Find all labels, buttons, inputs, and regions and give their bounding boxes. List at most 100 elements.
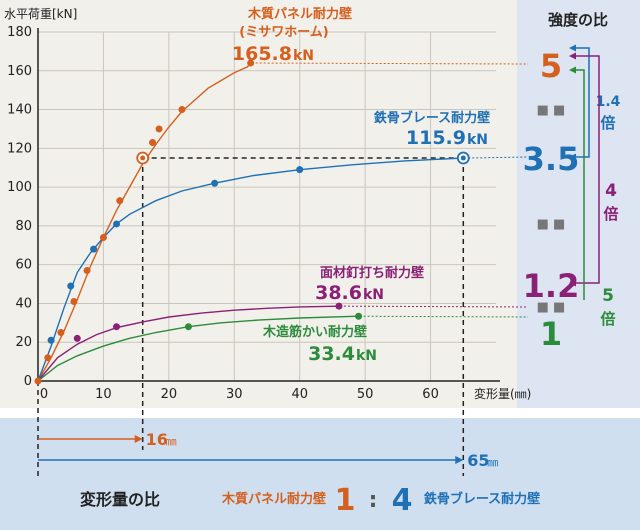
- bracket-ratio-2: 4: [605, 181, 617, 201]
- y-tick-label-100: 100: [7, 180, 32, 195]
- series-line-steel-brace: [37, 157, 464, 382]
- leader-wood-panel: [255, 62, 529, 65]
- y-tick-label-20: 20: [15, 335, 32, 350]
- series-unit-wood-panel: kN: [293, 48, 314, 64]
- leader-steel-brace: [468, 156, 529, 159]
- data-point-nailed-panel-0: [73, 334, 81, 342]
- series-label-wood-panel: 木質パネル耐力壁: [247, 6, 352, 22]
- series-value-wood-brace: 33.4: [308, 343, 355, 365]
- y-tick-label-180: 180: [7, 25, 32, 40]
- yield-marker-wood-panel-center: [140, 155, 146, 161]
- y-tick-label-0: 0: [24, 374, 32, 389]
- bracket-wood-brace: 5 倍: [569, 66, 616, 328]
- max-marker-steel-brace-center: [460, 155, 466, 161]
- origin-point: [34, 377, 42, 385]
- footer-left-label: 木質パネル耐力壁: [221, 491, 326, 507]
- deformation-indicators: [38, 435, 464, 464]
- ratio-value-steel-brace: 3.5: [523, 140, 580, 178]
- x-axis-label: 変形量(㎜): [474, 386, 531, 401]
- series-unit-nailed-panel: kN: [363, 287, 384, 303]
- data-point-wood-brace-1: [355, 312, 363, 320]
- guide-layer: [37, 62, 529, 476]
- series-line-nailed-panel: [37, 305, 340, 382]
- data-point-wood-panel-1: [57, 329, 65, 337]
- data-point-wood-panel-3: [83, 266, 91, 274]
- x-tick-label-50: 50: [357, 387, 374, 402]
- ratio-value-nailed-panel: 1.2: [523, 267, 580, 305]
- y-tick-label-160: 160: [7, 64, 32, 79]
- data-point-nailed-panel-2: [335, 302, 343, 310]
- ratio-panel-background: [517, 0, 640, 408]
- footer-right-value: 4: [392, 483, 413, 518]
- y-tick-label-40: 40: [15, 296, 32, 311]
- data-point-steel-brace-4: [211, 179, 219, 187]
- series-line-wood-brace: [37, 315, 359, 382]
- ratio-separator-dots-3: ■ ■: [537, 300, 566, 315]
- deformation-steel-unit: ㎜: [487, 456, 498, 469]
- data-point-wood-panel-7: [149, 139, 156, 147]
- series-label-nailed-panel: 面材釘打ち耐力壁: [320, 265, 424, 281]
- panel-separator: [0, 408, 640, 418]
- bracket-wood-steel: 1.4 倍: [569, 44, 621, 161]
- footer-ratio-separator: :: [369, 488, 378, 513]
- data-point-steel-brace-3: [113, 220, 121, 228]
- bracket-unit-1: 倍: [600, 114, 615, 132]
- bracket-unit-2: 倍: [603, 205, 618, 223]
- data-point-nailed-panel-1: [113, 323, 121, 331]
- data-point-wood-brace-0: [184, 323, 192, 331]
- ratio-separator-dots-2: ■ ■: [537, 217, 566, 232]
- x-tick-label-60: 60: [422, 387, 439, 402]
- leader-nailed-panel: [343, 305, 529, 308]
- data-point-wood-panel-8: [155, 125, 163, 133]
- deformation-wood-value: 16: [146, 430, 168, 449]
- series-sub-label-misawa: (ミサワホーム): [239, 25, 329, 40]
- series-label-wood-brace: 木造筋かい耐力壁: [262, 324, 367, 340]
- footer-right-label: 鉄骨ブレース耐力壁: [424, 491, 540, 507]
- y-tick-label-80: 80: [15, 219, 32, 234]
- data-point-wood-panel-10: [247, 59, 255, 67]
- x-tick-label-0: 0: [40, 387, 48, 402]
- data-point-steel-brace-1: [67, 282, 75, 290]
- deformation-steel-value: 65: [467, 451, 489, 470]
- y-tick-label-60: 60: [15, 258, 32, 273]
- series-unit-wood-brace: kN: [356, 348, 377, 364]
- ratio-value-wood-brace: 1: [540, 315, 562, 353]
- data-point-wood-panel-0: [44, 354, 52, 362]
- data-point-wood-panel-5: [116, 197, 124, 205]
- bottom-panel-background: [0, 418, 640, 530]
- data-point-steel-brace-0: [47, 336, 55, 344]
- footer-title: 変形量の比: [80, 490, 160, 509]
- series-label-steel-brace: 鉄骨ブレース耐力壁: [374, 110, 490, 126]
- data-point-wood-panel-2: [70, 298, 78, 306]
- x-tick-label-10: 10: [95, 387, 112, 402]
- grid-layer: [38, 31, 496, 382]
- deformation-wood-arrowhead: [134, 435, 143, 443]
- bracket-steel-nailed: 4 倍: [569, 52, 619, 287]
- x-tick-label-20: 20: [161, 387, 178, 402]
- leader-wood-brace: [363, 315, 529, 318]
- bracket-ratio-1: 1.4: [596, 94, 621, 110]
- ratio-panel-title: 強度の比: [548, 11, 608, 29]
- marker-layer: [34, 59, 470, 385]
- ratio-value-wood-panel: 5: [540, 47, 562, 85]
- series-value-wood-panel: 165.8: [232, 43, 292, 65]
- data-point-steel-brace-5: [296, 166, 304, 174]
- series-value-steel-brace: 115.9: [406, 127, 466, 149]
- data-point-wood-panel-4: [99, 234, 107, 242]
- footer-left-value: 1: [335, 483, 356, 518]
- series-unit-steel-brace: kN: [467, 132, 488, 148]
- y-tick-label-140: 140: [7, 103, 32, 118]
- deformation-steel-arrowhead: [455, 456, 464, 464]
- data-point-wood-panel-9: [178, 106, 186, 114]
- x-tick-label-40: 40: [291, 387, 308, 402]
- bracket-ratio-3: 5: [602, 286, 614, 306]
- data-point-steel-brace-2: [90, 245, 98, 253]
- series-value-nailed-panel: 38.6: [315, 282, 362, 304]
- bracket-unit-3: 倍: [600, 310, 615, 328]
- x-tick-label-30: 30: [226, 387, 243, 402]
- axis-layer: 0 20 40 60 80 100 120 140 160 180 0 10 20 30 40 50 60: [7, 25, 500, 402]
- deformation-wood-unit: ㎜: [166, 435, 177, 448]
- ratio-separator-dots-1: ■ ■: [537, 103, 566, 118]
